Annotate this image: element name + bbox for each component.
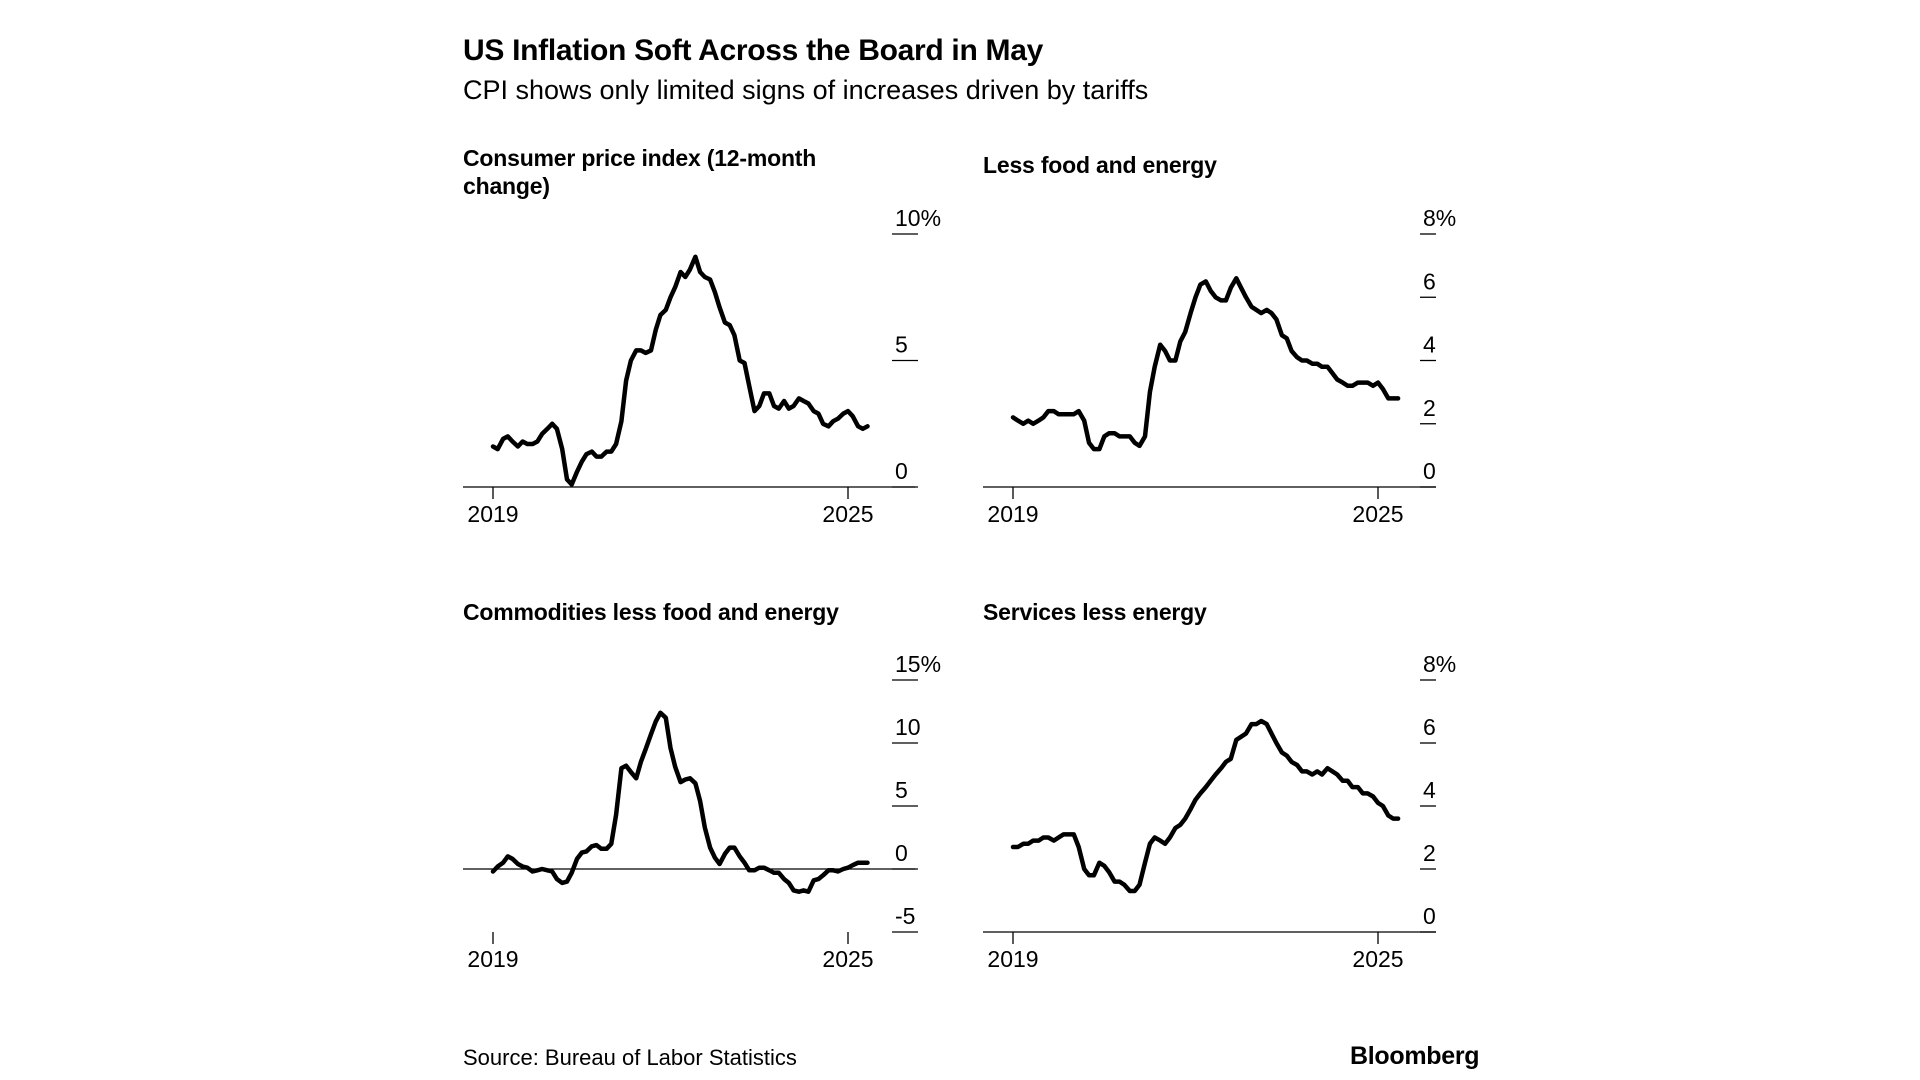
y-tick-label-core-services: 2	[1423, 840, 1436, 866]
panel-title-core-services: Services less energy	[983, 599, 1207, 625]
x-tick-label-core: 2019	[987, 501, 1038, 527]
y-tick-label-core: 8%	[1423, 205, 1456, 231]
x-tick-label-core-services: 2019	[987, 946, 1038, 972]
y-tick-label-core: 0	[1423, 458, 1436, 484]
series-line-core	[1010, 276, 1401, 452]
y-tick-label-core-services: 4	[1423, 777, 1436, 803]
series-line-core-goods	[490, 710, 870, 894]
y-tick-label-core-goods: 10	[895, 714, 921, 740]
x-tick-label-core: 2025	[1352, 501, 1403, 527]
panel-title-cpi: Consumer price index (12-month change)	[463, 145, 817, 199]
y-tick-label-core: 4	[1423, 332, 1436, 358]
chart-subtitle: CPI shows only limited signs of increase…	[463, 75, 1149, 105]
y-tick-label-core: 2	[1423, 395, 1436, 421]
x-tick-label-cpi: 2019	[467, 501, 518, 527]
x-tick-label-core-services: 2025	[1352, 946, 1403, 972]
y-tick-label-core-services: 8%	[1423, 651, 1456, 677]
y-tick-label-core-goods: 0	[895, 840, 908, 866]
y-tick-label-cpi: 0	[895, 458, 908, 484]
panel-core-services: 0 2 4 6 8% 2019 2025	[983, 651, 1456, 972]
x-tick-label-core-goods: 2025	[822, 946, 873, 972]
series-line-core-services	[1010, 718, 1401, 894]
chart-title: US Inflation Soft Across the Board in Ma…	[463, 34, 1043, 67]
series-line-cpi	[490, 254, 870, 487]
panel-cpi: 0 5 10% 2019 2025	[463, 205, 941, 527]
y-tick-label-core-services: 0	[1423, 903, 1436, 929]
y-tick-label-core-goods: 15%	[895, 651, 941, 677]
y-tick-label-core-goods: -5	[895, 903, 915, 929]
panel-title-core-goods: Commodities less food and energy	[463, 599, 839, 625]
y-tick-label-core-services: 6	[1423, 714, 1436, 740]
x-tick-label-cpi: 2025	[822, 501, 873, 527]
source-note: Source: Bureau of Labor Statistics	[463, 1045, 797, 1070]
y-tick-label-cpi: 5	[895, 332, 908, 358]
panel-core-goods: -5 0 5 10 15% 2019 2025	[463, 651, 941, 972]
y-tick-label-core: 6	[1423, 268, 1436, 294]
brand-logo: Bloomberg	[1350, 1042, 1480, 1070]
y-tick-label-cpi: 10%	[895, 205, 941, 231]
x-tick-label-core-goods: 2019	[467, 946, 518, 972]
y-tick-label-core-goods: 5	[895, 777, 908, 803]
panel-title-core: Less food and energy	[983, 152, 1217, 178]
panel-core: 0 2 4 6 8% 2019 2025	[983, 205, 1456, 527]
